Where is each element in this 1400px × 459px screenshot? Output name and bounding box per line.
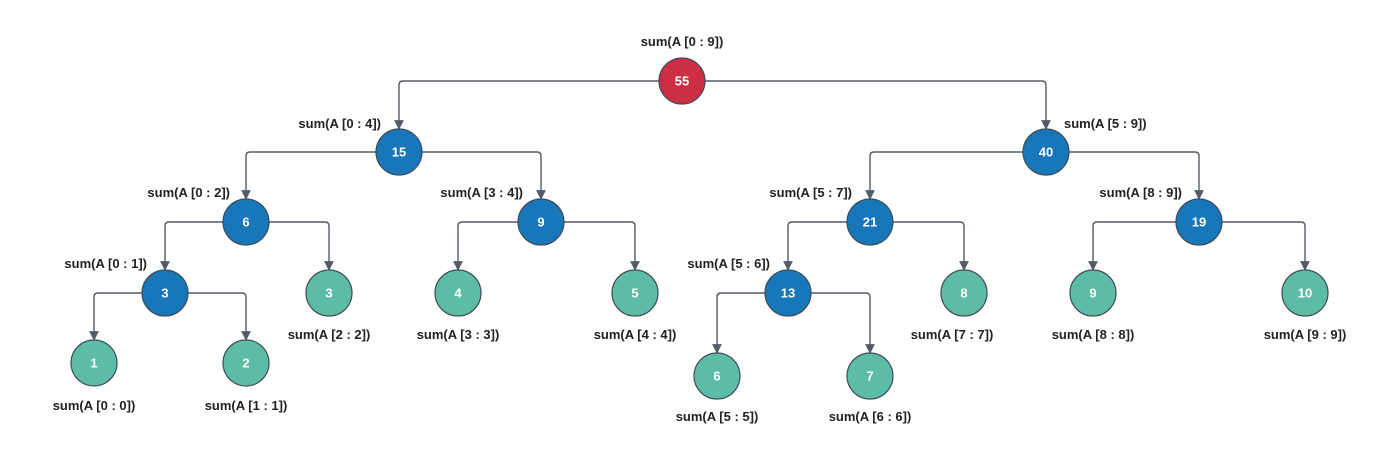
node-label: sum(A [8 : 8]) xyxy=(1052,327,1135,342)
node-value: 19 xyxy=(1192,215,1206,230)
node-label: sum(A [9 : 9]) xyxy=(1264,327,1347,342)
edge-n5_7-to-n5_6 xyxy=(783,221,847,271)
node-label: sum(A [3 : 3]) xyxy=(417,327,500,342)
node-circle xyxy=(846,352,894,400)
edge-n0_4-to-n0_2 xyxy=(241,151,376,200)
node-label: sum(A [0 : 1]) xyxy=(64,256,147,271)
node-label: sum(A [6 : 6]) xyxy=(829,409,912,424)
node-label: sum(A [5 : 5]) xyxy=(676,409,759,424)
edge-n5_7-to-n7_7 xyxy=(893,221,969,271)
tree-node-n7_7: 8 sum(A [7 : 7]) xyxy=(911,269,994,342)
node-label: sum(A [0 : 2]) xyxy=(147,185,230,200)
tree-node-n4_4: 5 sum(A [4 : 4]) xyxy=(594,269,677,342)
tree-node-n6_6: 7 sum(A [6 : 6]) xyxy=(829,352,912,424)
node-circle xyxy=(222,339,270,387)
tree-node-n0_2: 6 sum(A [0 : 2]) xyxy=(147,185,270,246)
tree-node-n8_8: 9 sum(A [8 : 8]) xyxy=(1052,269,1135,342)
node-value: 55 xyxy=(675,74,689,89)
edge-n0_9-to-n0_4 xyxy=(394,80,659,130)
node-label: sum(A [1 : 1]) xyxy=(205,398,288,413)
edges-layer xyxy=(89,80,1310,354)
node-label: sum(A [8 : 9]) xyxy=(1099,185,1182,200)
node-value: 3 xyxy=(161,286,168,301)
node-value: 1 xyxy=(90,356,97,371)
node-value: 6 xyxy=(242,215,249,230)
node-label: sum(A [2 : 2]) xyxy=(288,327,371,342)
node-circle xyxy=(517,198,565,246)
node-value: 5 xyxy=(631,286,638,301)
tree-node-n0_9: 55 sum(A [0 : 9]) xyxy=(641,34,724,105)
tree-node-n1_1: 2 sum(A [1 : 1]) xyxy=(205,339,288,413)
node-circle xyxy=(70,339,118,387)
edge-n8_9-to-n9_9 xyxy=(1222,221,1310,271)
tree-node-n5_6: 13 sum(A [5 : 6]) xyxy=(687,256,812,317)
node-label: sum(A [4 : 4]) xyxy=(594,327,677,342)
tree-node-n0_1: 3 sum(A [0 : 1]) xyxy=(64,256,189,317)
node-label: sum(A [5 : 9]) xyxy=(1064,116,1147,131)
node-value: 21 xyxy=(863,215,877,230)
node-circle xyxy=(764,269,812,317)
edge-n0_2-to-n2_2 xyxy=(269,221,334,271)
node-label: sum(A [7 : 7]) xyxy=(911,327,994,342)
node-circle xyxy=(434,269,482,317)
tree-node-n9_9: 10 sum(A [9 : 9]) xyxy=(1264,269,1347,342)
edge-n0_9-to-n5_9 xyxy=(705,80,1051,130)
node-label: sum(A [5 : 7]) xyxy=(769,185,852,200)
node-value: 9 xyxy=(537,215,544,230)
tree-node-n3_3: 4 sum(A [3 : 3]) xyxy=(417,269,500,342)
node-circle xyxy=(1281,269,1329,317)
node-label: sum(A [0 : 9]) xyxy=(641,34,724,49)
edge-n5_9-to-n8_9 xyxy=(1069,151,1204,200)
edge-n0_4-to-n3_4 xyxy=(422,151,546,200)
node-value: 4 xyxy=(454,286,462,301)
tree-node-n0_0: 1 sum(A [0 : 0]) xyxy=(53,339,136,413)
edge-n3_4-to-n3_3 xyxy=(453,221,518,271)
node-circle xyxy=(141,269,189,317)
node-value: 6 xyxy=(713,369,720,384)
node-label: sum(A [0 : 0]) xyxy=(53,398,136,413)
edge-n0_1-to-n1_1 xyxy=(188,292,251,341)
node-value: 10 xyxy=(1298,286,1312,301)
tree-node-n2_2: 3 sum(A [2 : 2]) xyxy=(288,269,371,342)
node-label: sum(A [0 : 4]) xyxy=(298,116,381,131)
node-value: 3 xyxy=(325,286,332,301)
node-circle xyxy=(940,269,988,317)
node-circle xyxy=(1175,198,1223,246)
node-value: 2 xyxy=(242,356,249,371)
edge-n5_6-to-n6_6 xyxy=(811,292,875,354)
node-value: 13 xyxy=(781,286,795,301)
node-value: 15 xyxy=(392,145,406,160)
node-circle xyxy=(222,198,270,246)
edge-n0_2-to-n0_1 xyxy=(160,221,223,271)
edge-n5_6-to-n5_5 xyxy=(712,292,765,354)
node-circle xyxy=(1022,128,1070,176)
tree-node-n5_5: 6 sum(A [5 : 5]) xyxy=(676,352,759,424)
edge-n3_4-to-n4_4 xyxy=(564,221,640,271)
node-circle xyxy=(375,128,423,176)
tree-node-n8_9: 19 sum(A [8 : 9]) xyxy=(1099,185,1223,246)
node-value: 7 xyxy=(866,369,873,384)
tree-node-n0_4: 15 sum(A [0 : 4]) xyxy=(298,116,423,176)
node-value: 9 xyxy=(1089,286,1096,301)
node-label: sum(A [3 : 4]) xyxy=(440,185,523,200)
node-circle xyxy=(1069,269,1117,317)
edge-n5_9-to-n5_7 xyxy=(865,151,1023,200)
node-circle xyxy=(693,352,741,400)
tree-node-n3_4: 9 sum(A [3 : 4]) xyxy=(440,185,565,246)
node-circle xyxy=(611,269,659,317)
tree-node-n5_9: 40 sum(A [5 : 9]) xyxy=(1022,116,1147,176)
node-label: sum(A [5 : 6]) xyxy=(687,256,770,271)
node-circle xyxy=(305,269,353,317)
edge-n8_9-to-n8_8 xyxy=(1088,221,1176,271)
node-value: 40 xyxy=(1039,145,1053,160)
node-value: 8 xyxy=(960,286,967,301)
node-circle xyxy=(846,198,894,246)
node-circle xyxy=(658,57,706,105)
tree-node-n5_7: 21 sum(A [5 : 7]) xyxy=(769,185,894,246)
edge-n0_1-to-n0_0 xyxy=(89,292,142,341)
